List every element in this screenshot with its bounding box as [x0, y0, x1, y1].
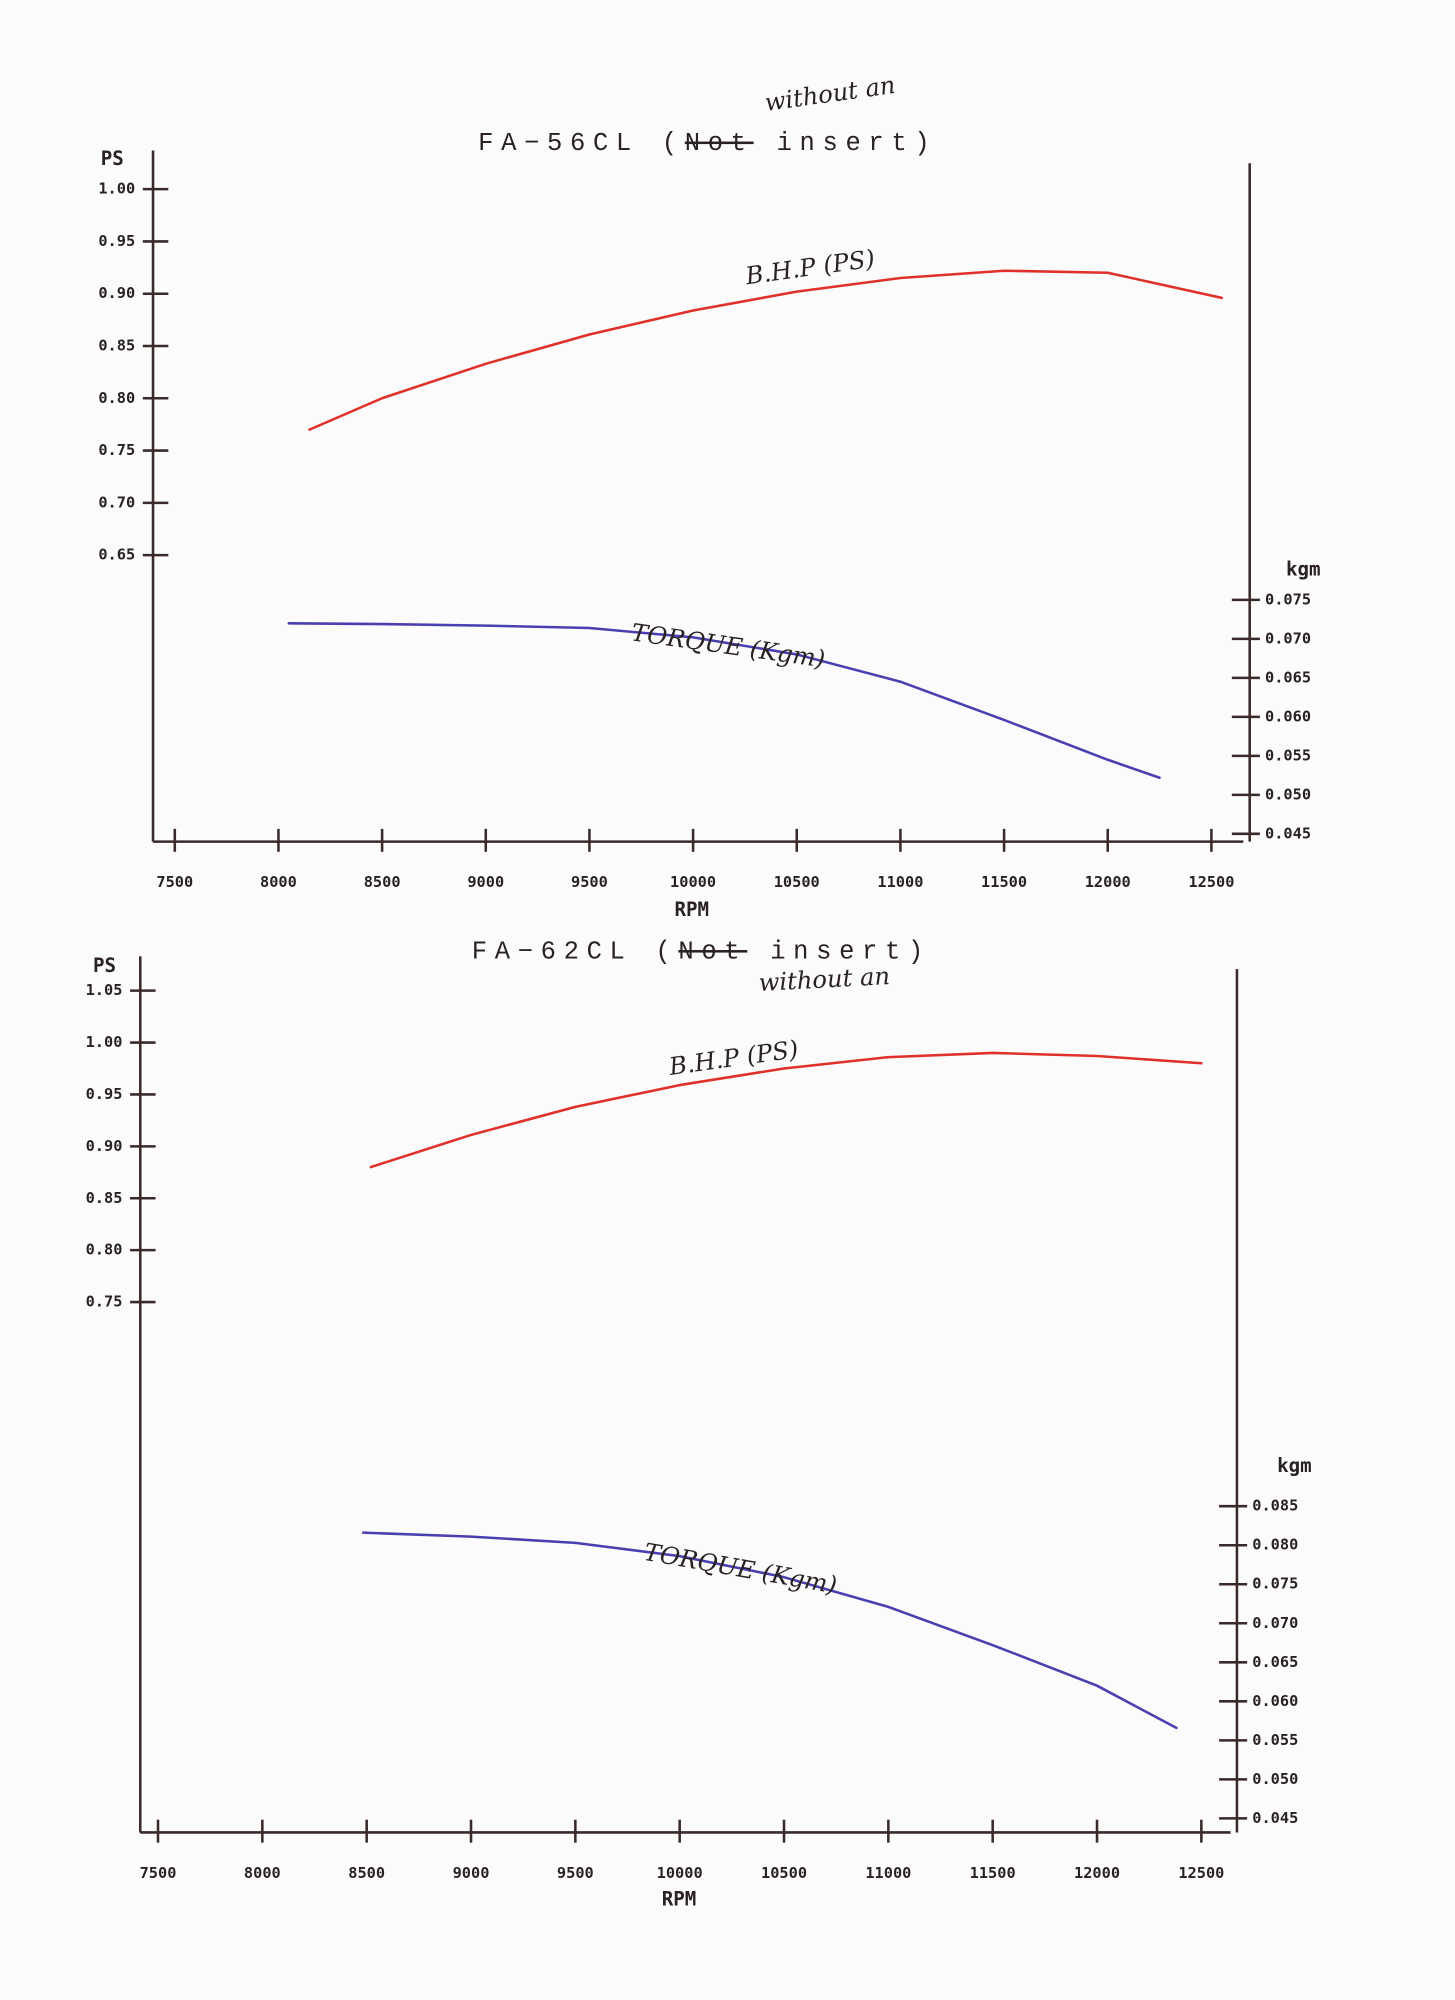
- title-suffix: insert): [754, 129, 938, 158]
- x-tick-label: 10000: [670, 873, 716, 891]
- y2-tick-label: 0.050: [1252, 1770, 1298, 1788]
- x-tick-label: 10000: [657, 1864, 703, 1882]
- y-tick-label: 1.00: [86, 1033, 123, 1051]
- y2-tick-label: 0.070: [1252, 1614, 1298, 1632]
- x-tick-label: 9500: [571, 873, 608, 891]
- x-tick-label: 12500: [1188, 873, 1234, 891]
- x-tick-label: 12000: [1085, 873, 1131, 891]
- y2-tick-label: 0.080: [1252, 1536, 1298, 1554]
- x-tick-label: 12000: [1074, 1864, 1120, 1882]
- x-tick-label: 9000: [453, 1864, 490, 1882]
- y-tick-label: 0.95: [86, 1085, 123, 1103]
- title-struck: Not: [678, 937, 747, 966]
- y-axis-label: PS: [101, 147, 124, 170]
- x-tick-label: 10500: [761, 1864, 807, 1882]
- y2-tick-label: 0.085: [1252, 1497, 1298, 1515]
- title-struck: Not: [685, 129, 754, 158]
- y-tick-label: 0.85: [98, 337, 135, 355]
- x-tick-label: 10500: [774, 873, 820, 891]
- y-tick-label: 0.75: [86, 1293, 123, 1311]
- x-tick-label: 9500: [557, 1864, 594, 1882]
- y2-tick-label: 0.050: [1265, 785, 1311, 803]
- y-axis-label: PS: [93, 954, 116, 977]
- annotation: without an: [758, 962, 891, 997]
- y2-tick-label: 0.060: [1252, 1692, 1298, 1710]
- x-tick-label: 11000: [865, 1864, 911, 1882]
- y-tick-label: 0.80: [86, 1241, 123, 1259]
- chart-title: FA−56CL (Not insert): [478, 129, 937, 158]
- y2-tick-label: 0.055: [1252, 1731, 1298, 1749]
- y-tick-label: 1.05: [86, 981, 123, 999]
- x-tick-label: 11500: [981, 873, 1027, 891]
- series-line: [308, 269, 1224, 431]
- y-tick-label: 0.65: [98, 546, 135, 564]
- y-tick-label: 0.95: [98, 232, 135, 250]
- x-tick-label: 7500: [140, 1864, 177, 1882]
- charts: FA−56CL (Not insert)without anPSkgmRPM1.…: [86, 71, 1321, 1911]
- x-tick-label: 8500: [364, 873, 401, 891]
- x-tick-label: 11500: [970, 1864, 1016, 1882]
- y-tick-label: 1.00: [98, 180, 135, 198]
- y2-tick-label: 0.070: [1265, 629, 1311, 647]
- chart-title: FA−62CL (Not insert): [472, 937, 931, 966]
- y2-tick-label: 0.045: [1252, 1809, 1298, 1827]
- series-line: [369, 1051, 1203, 1169]
- y-tick-label: 0.85: [86, 1189, 123, 1207]
- y-tick-label: 0.80: [98, 389, 135, 407]
- x-axis-label: RPM: [662, 1888, 697, 1911]
- y-tick-label: 0.70: [98, 493, 135, 511]
- y2-axis-label: kgm: [1277, 1454, 1312, 1477]
- y2-axis-label: kgm: [1286, 558, 1321, 581]
- title-prefix: FA−56CL (: [478, 129, 685, 158]
- y2-tick-label: 0.065: [1265, 668, 1311, 686]
- x-tick-label: 12500: [1178, 1864, 1224, 1882]
- title-suffix: insert): [747, 937, 931, 966]
- chart: FA−62CL (Not insert)without an PS kgm RPM 1.…: [86, 937, 1312, 1911]
- x-tick-label: 7500: [156, 873, 193, 891]
- x-tick-label: 8500: [348, 1864, 385, 1882]
- y2-tick-label: 0.055: [1265, 746, 1311, 764]
- x-tick-label: 8000: [244, 1864, 281, 1882]
- y2-tick-label: 0.075: [1265, 590, 1311, 608]
- y2-tick-label: 0.045: [1265, 824, 1311, 842]
- y2-tick-label: 0.065: [1252, 1653, 1298, 1671]
- title-prefix: FA−62CL (: [472, 937, 679, 966]
- x-tick-label: 11000: [877, 873, 923, 891]
- series-line: [361, 1531, 1178, 1730]
- x-tick-label: 9000: [467, 873, 504, 891]
- y2-tick-label: 0.060: [1265, 707, 1311, 725]
- series-line: [287, 622, 1161, 780]
- y-tick-label: 0.90: [98, 284, 135, 302]
- x-tick-label: 8000: [260, 873, 297, 891]
- y-tick-label: 0.90: [86, 1137, 123, 1155]
- y2-tick-label: 0.075: [1252, 1575, 1298, 1593]
- x-axis-label: RPM: [675, 898, 710, 921]
- y-tick-label: 0.75: [98, 441, 135, 459]
